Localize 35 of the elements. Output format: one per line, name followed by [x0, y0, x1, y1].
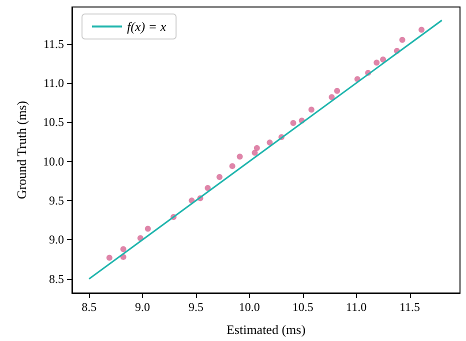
point: [399, 36, 406, 43]
x-tick-label: 9.0: [135, 300, 150, 314]
y-tick-label: 11.5: [43, 36, 64, 51]
point: [308, 106, 314, 113]
x-axis-title: Estimated (ms): [226, 322, 306, 337]
point: [204, 185, 211, 191]
point: [380, 56, 386, 62]
point: [254, 145, 260, 152]
point: [266, 140, 273, 146]
y-tick-label: 10.0: [43, 154, 64, 168]
y-axis-title: Ground Truth (ms): [14, 100, 29, 200]
y-tick-label: 9.5: [49, 194, 64, 208]
point: [229, 163, 236, 170]
y-tick-label: 8.5: [49, 272, 64, 286]
point: [328, 94, 335, 100]
x-tick-label: 10.5: [292, 300, 314, 314]
y-tick-label: 11.0: [43, 76, 64, 90]
point: [290, 120, 296, 126]
point: [144, 226, 151, 232]
point: [334, 88, 340, 94]
point: [418, 26, 425, 33]
point: [374, 60, 380, 66]
legend-label: f(x) = x: [127, 19, 166, 34]
point: [216, 174, 223, 180]
y-tick-label: 9.0: [49, 232, 64, 247]
x-tick-label: 8.5: [82, 300, 97, 314]
point: [252, 150, 258, 156]
x-tick-label: 10.0: [238, 300, 260, 314]
y-tick-label: 10.5: [43, 115, 64, 130]
x-tick-label: 11.5: [399, 300, 420, 314]
point: [120, 246, 126, 252]
point: [106, 254, 112, 261]
x-tick-label: 9.5: [188, 300, 204, 314]
x-tick-label: 11.0: [346, 300, 367, 314]
point: [236, 154, 243, 160]
